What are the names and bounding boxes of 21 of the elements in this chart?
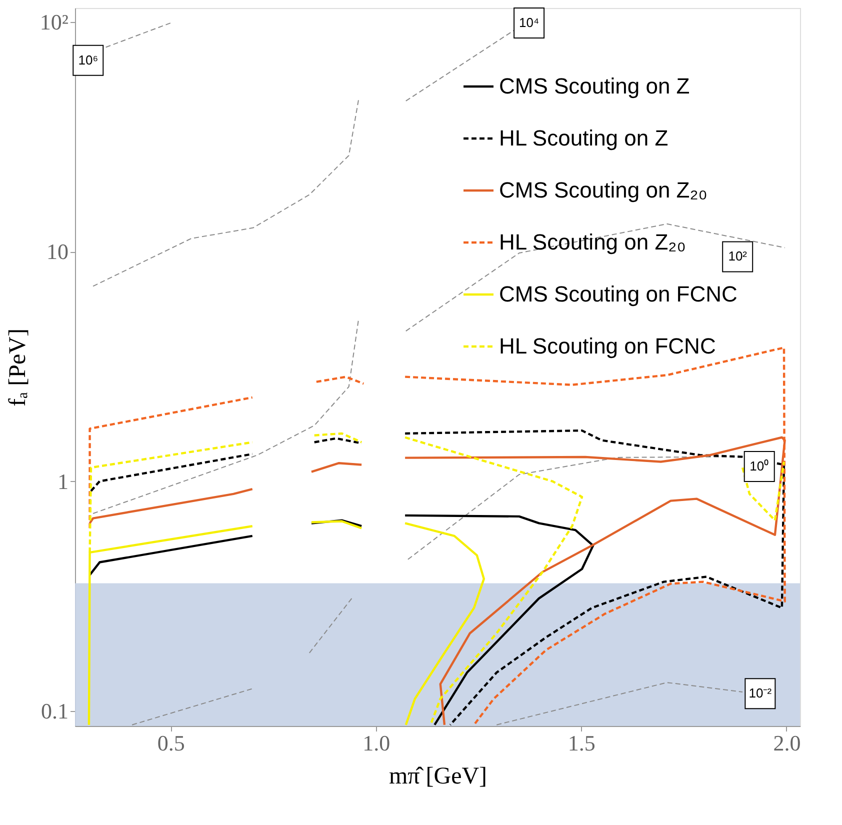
y-tick-label: 0.1: [41, 698, 68, 724]
annotation: 10²: [728, 248, 748, 264]
x-tick-label: 1.0: [362, 730, 390, 756]
legend-label: HL Scouting on FCNC: [499, 334, 716, 358]
y-tick-label: 10: [46, 239, 68, 264]
x-tick-label: 1.5: [568, 730, 596, 756]
annotation: 10⁶: [78, 52, 98, 68]
annotation: 10⁴: [519, 14, 540, 30]
y-axis-title: fₐ [PeV]: [4, 328, 31, 406]
annotation: 10⁻²: [748, 686, 772, 701]
x-tick-label: 0.5: [157, 730, 185, 756]
y-tick-label: 1: [58, 468, 68, 494]
legend-label: CMS Scouting on Z: [499, 74, 690, 98]
x-axis-title: mπ̂ [GeV]: [388, 764, 488, 790]
legend-label: CMS Scouting on FCNC: [499, 282, 738, 306]
x-tick-label: 2.0: [773, 730, 801, 756]
y-tick-label: 10²: [40, 9, 69, 34]
legend-label: CMS Scouting on Z₂₀: [499, 178, 708, 202]
legend-label: HL Scouting on Z₂₀: [499, 230, 686, 254]
annotation: 10⁰: [750, 458, 770, 474]
legend-label: HL Scouting on Z: [499, 126, 668, 150]
